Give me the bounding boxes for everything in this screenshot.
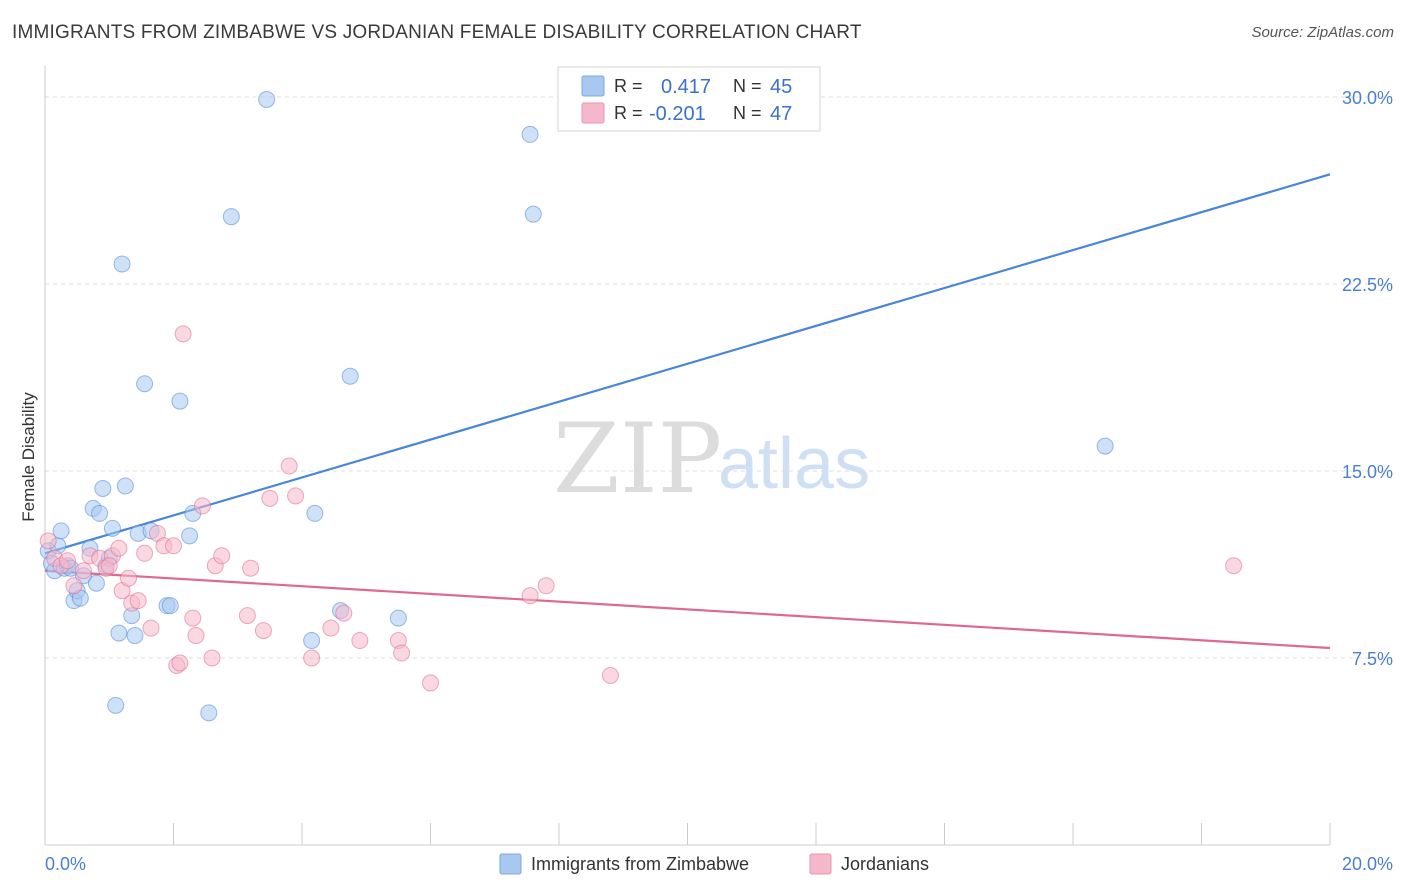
point-zimbabwe [181, 527, 199, 545]
point-zimbabwe [258, 90, 276, 108]
point-jordanians [322, 619, 340, 637]
point-zimbabwe [107, 696, 125, 714]
point-zimbabwe [171, 392, 189, 410]
point-jordanians [136, 544, 154, 562]
point-jordanians [165, 537, 182, 555]
point-zimbabwe [306, 504, 324, 522]
point-jordanians [254, 622, 272, 640]
point-jordanians [174, 325, 192, 343]
point-jordanians [39, 532, 57, 550]
stats-legend-n-value-zimbabwe: 45 [770, 76, 792, 98]
point-jordanians [351, 632, 369, 650]
axes-layer: 7.5% 15.0% 22.5% 30.0% 0.0% 20.0% [44, 66, 1393, 874]
x-tick-label-max: 20.0% [1342, 854, 1393, 874]
trendline-zimbabwe [44, 173, 1331, 555]
stats-legend-r-label-jordanians: R = [614, 103, 643, 123]
point-jordanians [110, 539, 128, 557]
point-jordanians [422, 674, 439, 692]
point-zimbabwe [521, 125, 539, 143]
point-zimbabwe [341, 367, 359, 385]
point-jordanians [280, 457, 298, 475]
stats-legend-r-value-zimbabwe: 0.417 [661, 76, 711, 98]
stats-legend: R = 0.417 N = 45 R = -0.201 N = 47 [557, 66, 821, 132]
point-jordanians [65, 577, 83, 595]
x-tick-label-min: 0.0% [45, 854, 86, 874]
y-tick-label: 7.5% [1352, 649, 1393, 669]
legend-swatch-zimbabwe [499, 853, 522, 875]
stats-legend-r-value-jordanians: -0.201 [649, 103, 706, 125]
point-zimbabwe [303, 632, 321, 650]
point-jordanians [100, 557, 118, 575]
point-jordanians [393, 644, 411, 662]
stats-legend-swatch-jordanians [581, 102, 605, 124]
point-jordanians [242, 559, 260, 577]
point-zimbabwe [103, 519, 121, 537]
point-zimbabwe [91, 504, 109, 522]
point-jordanians [203, 649, 221, 667]
point-zimbabwe [136, 375, 154, 393]
point-jordanians [58, 552, 76, 570]
point-zimbabwe [126, 627, 144, 645]
point-jordanians [129, 592, 147, 610]
point-jordanians [537, 577, 555, 595]
point-jordanians [75, 562, 93, 580]
point-jordanians [120, 569, 138, 587]
point-jordanians [187, 627, 205, 645]
stats-legend-r-label-zimbabwe: R = [614, 76, 643, 96]
source-credit: Source: ZipAtlas.com [1251, 24, 1394, 41]
watermark: ZIP atlas [553, 403, 870, 515]
point-zimbabwe [200, 704, 218, 722]
chart-title: IMMIGRANTS FROM ZIMBABWE VS JORDANIAN FE… [12, 22, 862, 43]
point-jordanians [261, 489, 279, 507]
point-jordanians [193, 497, 211, 515]
watermark-atlas: atlas [718, 424, 870, 504]
point-jordanians [142, 619, 160, 637]
stats-legend-n-label-jordanians: N = [733, 103, 762, 123]
point-zimbabwe [116, 477, 134, 495]
point-zimbabwe [161, 597, 179, 615]
point-jordanians [335, 604, 353, 622]
stats-legend-swatch-zimbabwe [581, 75, 605, 97]
point-jordanians [213, 547, 231, 565]
y-axis-title: Female Disability [19, 392, 38, 522]
point-jordanians [521, 587, 539, 605]
point-zimbabwe [87, 574, 105, 592]
trendline-jordanians [44, 569, 1331, 650]
point-zimbabwe [52, 522, 70, 540]
point-jordanians [238, 607, 256, 625]
point-zimbabwe [389, 609, 407, 627]
point-zimbabwe [524, 205, 542, 223]
y-tick-label: 22.5% [1342, 275, 1393, 295]
point-zimbabwe [1096, 437, 1114, 455]
watermark-zip: ZIP [553, 403, 722, 515]
point-jordanians [601, 666, 619, 684]
point-zimbabwe [222, 208, 240, 226]
point-jordanians [1225, 557, 1243, 575]
legend-label-zimbabwe: Immigrants from Zimbabwe [531, 854, 749, 874]
stats-legend-n-label-zimbabwe: N = [733, 76, 762, 96]
point-zimbabwe [113, 255, 131, 273]
series-legend: Immigrants from Zimbabwe Jordanians [499, 853, 929, 875]
point-zimbabwe [94, 479, 112, 497]
y-tick-label: 30.0% [1342, 88, 1393, 108]
point-zimbabwe [110, 624, 128, 642]
legend-label-jordanians: Jordanians [841, 854, 929, 874]
trend-layer [44, 173, 1331, 650]
stats-legend-n-value-jordanians: 47 [770, 103, 792, 125]
point-jordanians [184, 609, 202, 627]
legend-swatch-jordanians [809, 853, 832, 875]
points-layer [39, 90, 1243, 722]
point-jordanians [287, 487, 305, 505]
point-jordanians [303, 649, 321, 667]
point-jordanians [171, 654, 189, 672]
y-tick-label: 15.0% [1342, 462, 1393, 482]
